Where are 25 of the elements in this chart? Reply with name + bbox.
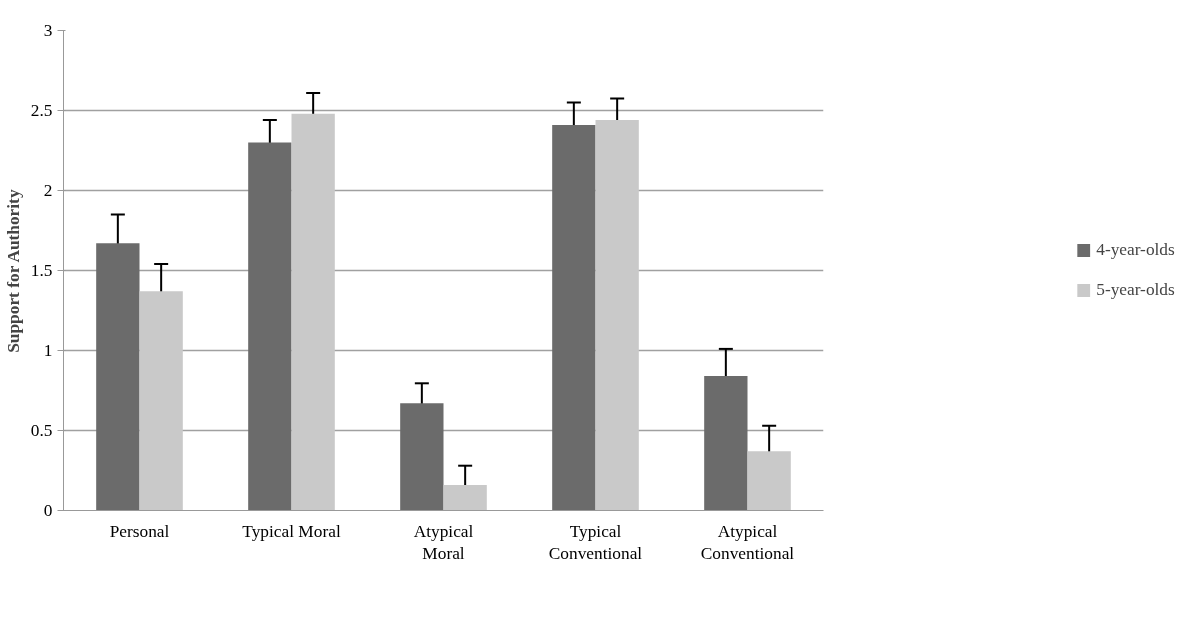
bar: [552, 124, 596, 511]
bar: [747, 451, 791, 511]
y-tick-label: 2: [43, 181, 53, 200]
bar: [139, 291, 183, 511]
bar: [443, 484, 487, 511]
x-tick-label: Atypical Moral: [413, 521, 474, 564]
y-tick-label: 0.5: [30, 421, 53, 440]
y-axis-title: Support for Authority: [3, 189, 23, 353]
y-tick-label: 2.5: [30, 101, 53, 120]
bar: [96, 243, 140, 511]
y-tick-label: 0: [43, 501, 53, 520]
y-tick-label: 1: [43, 341, 53, 360]
bar: [595, 120, 639, 511]
legend-label: 5-year-olds: [1096, 280, 1175, 300]
x-tick-label: Typical Moral: [242, 521, 341, 541]
bar: [291, 113, 335, 511]
x-tick-label: Personal: [109, 521, 170, 541]
bar: [248, 142, 292, 511]
y-tick-label: 1.5: [30, 261, 53, 280]
legend-label: 4-year-olds: [1096, 240, 1175, 260]
bar: [400, 403, 444, 511]
x-tick-label: Typical Conventional: [548, 521, 643, 564]
x-tick-label: Atypical Conventional: [700, 521, 795, 564]
y-tick-label: 3: [43, 21, 53, 40]
bar: [704, 376, 748, 511]
